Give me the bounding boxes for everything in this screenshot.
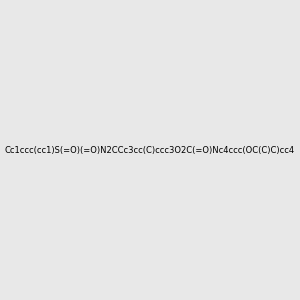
Text: Cc1ccc(cc1)S(=O)(=O)N2CCc3cc(C)ccc3O2C(=O)Nc4ccc(OC(C)C)cc4: Cc1ccc(cc1)S(=O)(=O)N2CCc3cc(C)ccc3O2C(=… xyxy=(5,146,295,154)
